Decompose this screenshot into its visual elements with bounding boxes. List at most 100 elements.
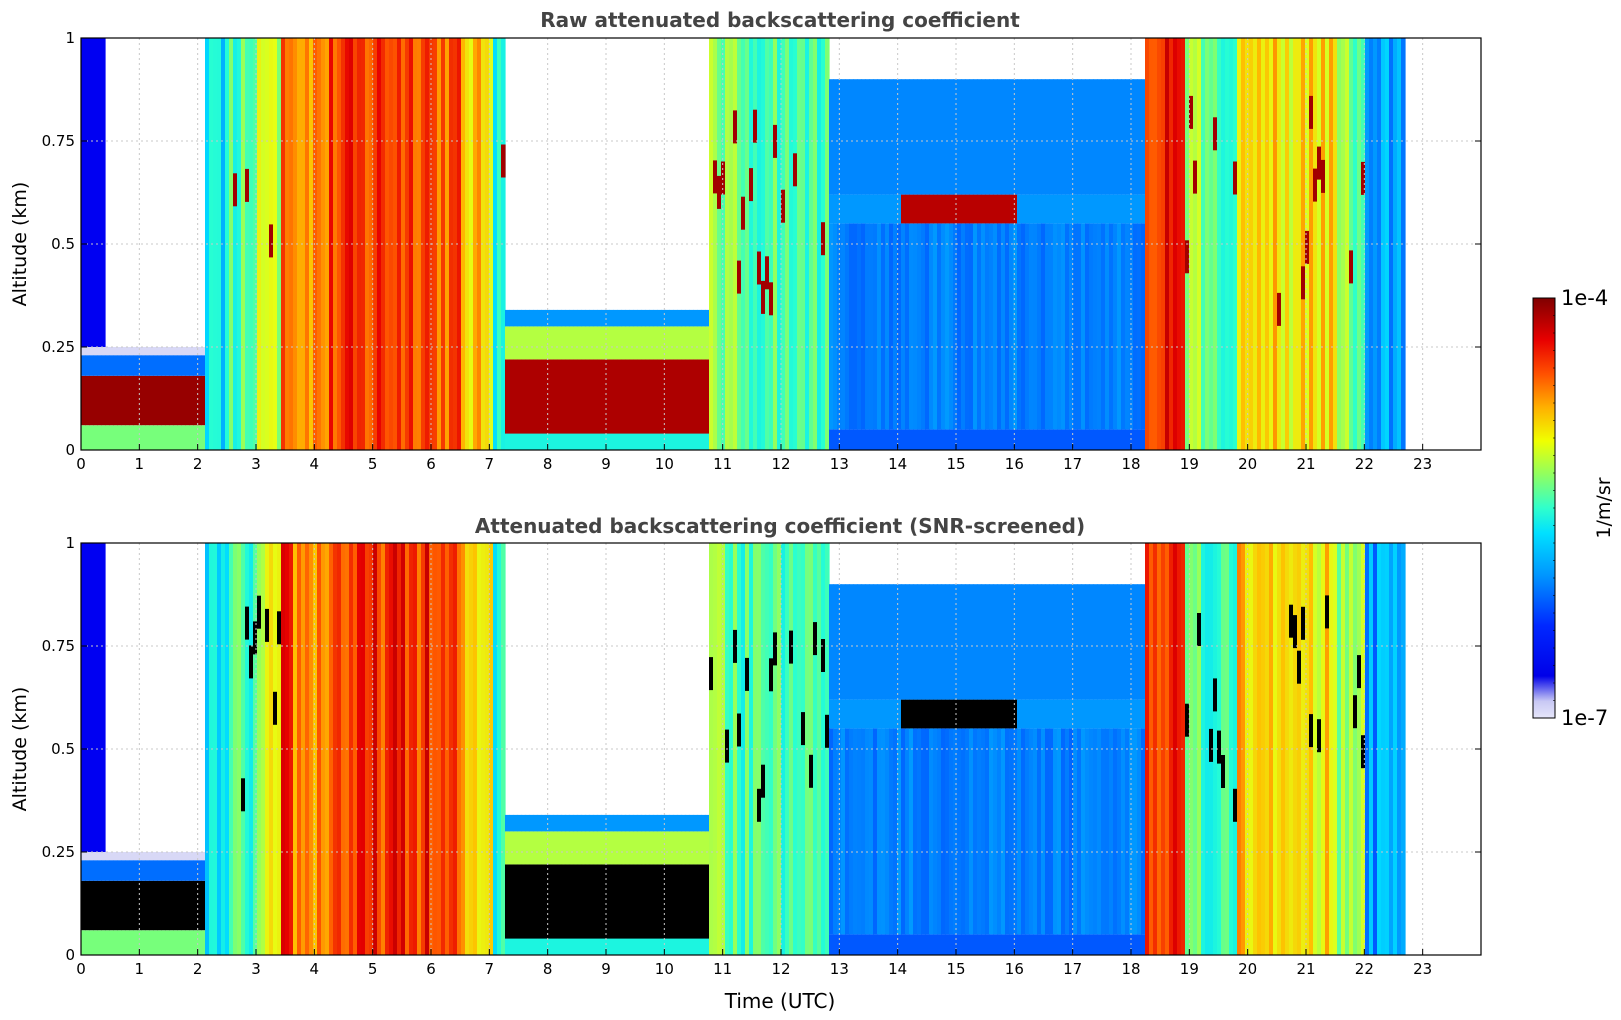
heatmap-cell: [789, 630, 794, 664]
heatmap-cell: [565, 814, 570, 832]
heatmap-cell: [569, 938, 574, 955]
heatmap-cell: [541, 433, 546, 450]
heatmap-cell: [1025, 584, 1030, 700]
heatmap-cell: [905, 223, 910, 430]
heatmap-cell: [841, 728, 846, 935]
heatmap-cell: [1085, 934, 1090, 955]
heatmap-cell: [257, 543, 262, 955]
heatmap-cell: [529, 864, 534, 939]
heatmap-cell: [1113, 699, 1118, 729]
heatmap-cell: [85, 880, 90, 931]
heatmap-cell: [837, 584, 842, 700]
heatmap-cell: [129, 860, 134, 881]
top-panel-title: Raw attenuated backscattering coefficien…: [540, 8, 1020, 32]
heatmap-cell: [1101, 584, 1106, 700]
heatmap-cell: [253, 621, 258, 655]
heatmap-cell: [1053, 223, 1058, 430]
heatmap-cell: [601, 326, 606, 360]
heatmap-cell: [645, 831, 650, 865]
heatmap-cell: [1201, 38, 1206, 450]
heatmap-cell: [1137, 194, 1142, 224]
heatmap-cell: [681, 326, 686, 360]
heatmap-cell: [517, 938, 522, 955]
heatmap-cell: [609, 359, 614, 434]
heatmap-cell: [525, 309, 530, 327]
heatmap-cell: [1189, 95, 1194, 129]
heatmap-cell: [357, 38, 362, 450]
heatmap-cell: [1049, 934, 1054, 955]
heatmap-cell: [1033, 728, 1038, 935]
heatmap-cell: [117, 375, 122, 426]
heatmap-cell: [977, 223, 982, 430]
heatmap-cell: [161, 425, 166, 450]
x-tick-label: 12: [771, 455, 790, 473]
heatmap-cell: [509, 814, 514, 832]
heatmap-cell: [937, 194, 942, 224]
heatmap-cell: [757, 788, 762, 822]
heatmap-cell: [629, 831, 634, 865]
heatmap-cell: [861, 728, 866, 935]
heatmap-cell: [1157, 38, 1162, 450]
heatmap-cell: [1045, 699, 1050, 729]
heatmap-cell: [525, 433, 530, 450]
heatmap-cell: [1021, 728, 1026, 935]
heatmap-cell: [689, 326, 694, 360]
heatmap-cell: [233, 38, 238, 450]
heatmap-cell: [961, 194, 966, 224]
heatmap-cell: [1077, 79, 1082, 195]
heatmap-cell: [1333, 543, 1338, 955]
heatmap-cell: [1197, 543, 1202, 955]
heatmap-cell: [1069, 194, 1074, 224]
heatmap-cell: [1113, 429, 1118, 450]
heatmap-cell: [213, 543, 218, 955]
heatmap-cell: [513, 326, 518, 360]
x-tick-label: 2: [193, 455, 203, 473]
heatmap-cell: [1013, 194, 1018, 224]
heatmap-cell: [633, 864, 638, 939]
heatmap-cell: [1277, 292, 1282, 326]
heatmap-cell: [177, 347, 182, 356]
heatmap-cell: [537, 814, 542, 832]
heatmap-cell: [645, 938, 650, 955]
heatmap-cell: [573, 326, 578, 360]
heatmap-cell: [525, 359, 530, 434]
heatmap-cell: [653, 938, 658, 955]
heatmap-cell: [845, 223, 850, 430]
heatmap-cell: [569, 359, 574, 434]
heatmap-cell: [545, 359, 550, 434]
heatmap-cell: [1141, 728, 1146, 935]
heatmap-cell: [709, 657, 714, 691]
x-tick-label: 5: [368, 455, 378, 473]
heatmap-cell: [1049, 728, 1054, 935]
heatmap-cell: [613, 831, 618, 865]
heatmap-cell: [941, 728, 946, 935]
heatmap-cell: [181, 880, 186, 931]
heatmap-cell: [909, 429, 914, 450]
heatmap-cell: [601, 309, 606, 327]
heatmap-cell: [189, 375, 194, 426]
heatmap-cell: [93, 425, 98, 450]
heatmap-cell: [97, 425, 102, 450]
heatmap-cell: [625, 864, 630, 939]
heatmap-cell: [1041, 223, 1046, 430]
heatmap-cell: [885, 79, 890, 195]
heatmap-cell: [1085, 194, 1090, 224]
heatmap-cell: [277, 38, 282, 450]
heatmap-cell: [525, 938, 530, 955]
heatmap-cell: [1241, 543, 1246, 955]
heatmap-cell: [965, 699, 970, 729]
heatmap-cell: [937, 699, 942, 729]
heatmap-cell: [161, 852, 166, 861]
heatmap-cell: [1005, 194, 1010, 224]
heatmap-cell: [937, 728, 942, 935]
heatmap-cell: [105, 852, 110, 861]
heatmap-cell: [1121, 79, 1126, 195]
heatmap-cell: [477, 38, 482, 450]
heatmap-cell: [877, 584, 882, 700]
heatmap-cell: [993, 223, 998, 430]
heatmap-cell: [101, 425, 106, 450]
x-tick-label: 9: [601, 455, 611, 473]
heatmap-cell: [1073, 429, 1078, 450]
heatmap-cell: [861, 699, 866, 729]
heatmap-cell: [1217, 38, 1222, 450]
